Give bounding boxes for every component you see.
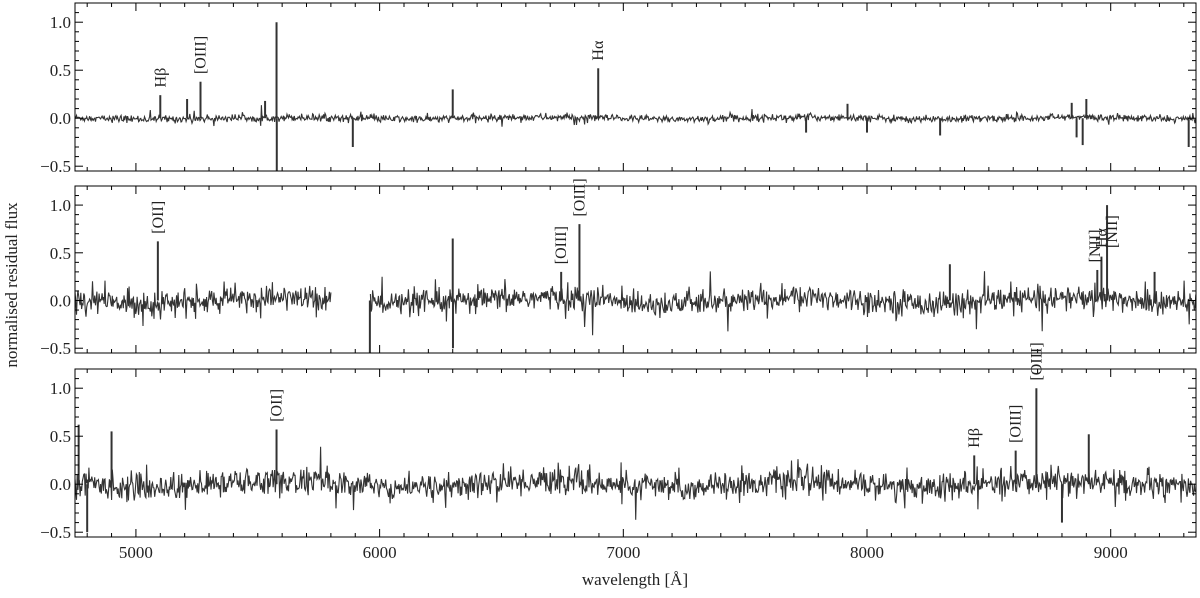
x-tick-label: 5000 <box>119 543 153 562</box>
panel-frame <box>74 368 1197 538</box>
x-tick-label: 9000 <box>1094 543 1128 562</box>
emission-line-label: Hα <box>1093 227 1110 248</box>
x-tick-label: 8000 <box>850 543 884 562</box>
emission-line-label: Hα <box>590 40 607 61</box>
y-tick-label: 0.5 <box>50 244 71 263</box>
y-tick-label: −0.5 <box>40 523 71 542</box>
y-tick-label: −0.5 <box>40 157 71 176</box>
panel-frame <box>74 185 1197 354</box>
spectrum-line <box>75 105 1196 127</box>
x-axis-label: wavelength [Å] <box>582 570 688 589</box>
emission-line-label: [OIII] <box>1028 342 1045 380</box>
emission-line-label: [OIII] <box>193 36 210 74</box>
y-tick-label: 1.0 <box>50 196 71 215</box>
y-tick-label: 0.5 <box>50 427 71 446</box>
panel-3: −0.5 0.0 0.5 1.0 [OII] Hβ [OIII] [OIII] <box>40 342 1197 542</box>
y-tick-label: 1.0 <box>50 13 71 32</box>
emission-line-label: [OIII] <box>1008 405 1025 443</box>
y-tick-label: 0.0 <box>50 109 71 128</box>
y-axis-label: normalised residual flux <box>2 202 21 368</box>
emission-line-label: Hβ <box>966 428 983 448</box>
y-tick-label: 0.5 <box>50 61 71 80</box>
emission-line-label: [NII] <box>1104 215 1121 248</box>
y-tick-label: −0.5 <box>40 339 71 358</box>
emission-line-label: [OII] <box>150 201 167 234</box>
emission-line-label: [OIII] <box>571 178 588 216</box>
emission-line-label: [NII] <box>1087 229 1104 262</box>
panel-frame <box>74 2 1197 172</box>
x-tick-label: 6000 <box>363 543 397 562</box>
emission-line-label: [OII] <box>269 389 286 422</box>
emission-line-label: Hβ <box>152 68 169 88</box>
y-tick-label: 0.0 <box>50 475 71 494</box>
x-tick-label: 7000 <box>606 543 640 562</box>
emission-line-label: [OIII] <box>553 226 570 264</box>
y-tick-label: 1.0 <box>50 379 71 398</box>
y-tick-label: 0.0 <box>50 292 71 311</box>
spectrum-line <box>75 446 1196 520</box>
spectrum-line <box>75 271 1196 336</box>
panel-1: −0.5 0.0 0.5 1.0 Hβ [OIII] Hα <box>40 2 1197 176</box>
panel-2: −0.5 0.0 0.5 1.0 [OII] [OIII][OIII] [NII]Hα[NI… <box>40 178 1197 358</box>
